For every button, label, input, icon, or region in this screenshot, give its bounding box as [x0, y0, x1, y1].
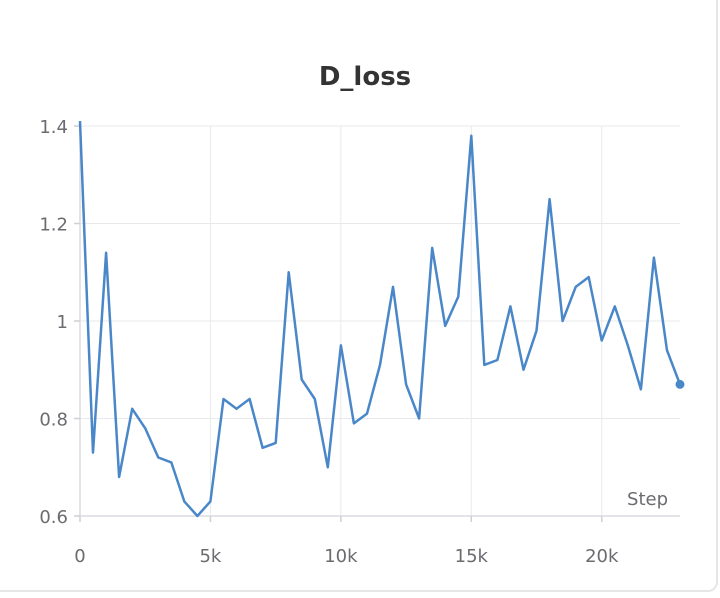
grid-lines — [80, 125, 680, 516]
y-tick-label: 1.2 — [39, 215, 68, 236]
last-point-marker — [675, 379, 685, 389]
y-tick-label: 0.8 — [39, 410, 68, 431]
chart-title: D_loss — [318, 62, 412, 92]
x-axis-label: Step — [627, 489, 668, 510]
x-tick-label: 10k — [324, 546, 358, 567]
x-tick-labels: 0 5k 10k 15k 20k — [74, 546, 619, 567]
x-tick-label: 5k — [199, 546, 221, 567]
series-line — [78, 121, 682, 518]
y-tick-label: 1.4 — [39, 117, 68, 138]
x-tick-label: 20k — [585, 546, 619, 567]
y-tick-label: 1 — [57, 312, 68, 333]
y-tick-label: 0.6 — [39, 507, 68, 528]
y-tick-labels: 0.6 0.8 1 1.2 1.4 — [39, 117, 68, 528]
axes — [74, 122, 680, 522]
x-tick-label: 0 — [74, 546, 85, 567]
series-group — [78, 121, 685, 518]
x-tick-label: 15k — [455, 546, 489, 567]
